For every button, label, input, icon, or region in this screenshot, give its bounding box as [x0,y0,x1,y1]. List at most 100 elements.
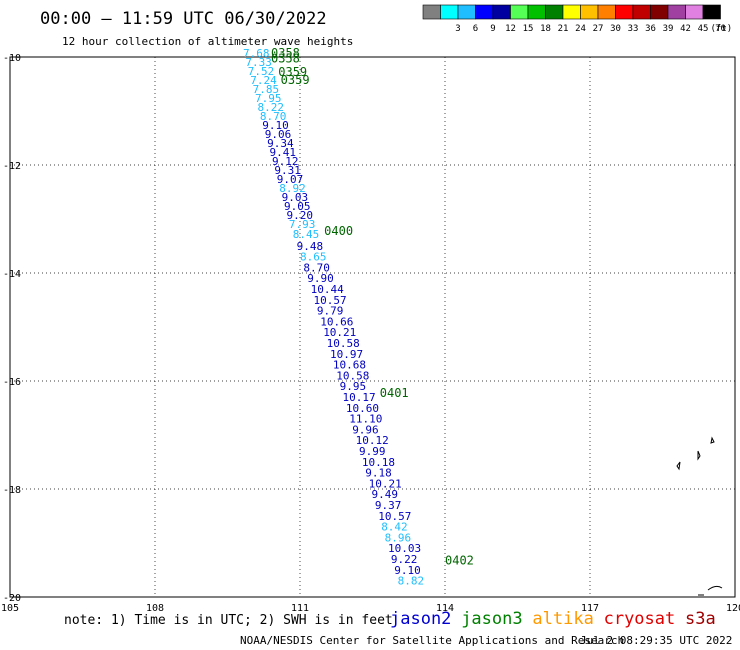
legend-tick-label: 9 [490,24,495,34]
lat-tick-label: -12 [3,161,21,172]
footer-note: note: 1) Time is in UTC; 2) SWH is in fe… [64,613,393,628]
swh-value: 7.33 [245,56,272,69]
satellite-label: altika [532,609,593,629]
swh-value: 9.18 [365,467,392,480]
swh-value: 7.85 [253,83,280,96]
legend-tick-label: 12 [505,24,516,34]
swh-value: 9.95 [340,380,367,393]
legend-swatch [510,4,529,20]
time-label: 0359 [281,73,310,87]
swh-value: 8.92 [279,182,306,195]
legend-unit: (ft) [711,24,733,34]
legend-tick-label: 3 [455,24,460,34]
page-subtitle: 12 hour collection of altimeter wave hei… [62,35,353,48]
swh-value: 10.12 [356,434,389,447]
swh-value: 7.68 [243,47,270,60]
swh-value: 9.06 [265,128,292,141]
swh-value: 10.18 [362,456,395,469]
timestamp: Jul 2 08:29:35 UTC 2022 [580,634,732,647]
swh-value: 7.93 [289,218,316,231]
lat-tick-label: -16 [3,377,21,388]
swh-value: 10.57 [314,294,347,307]
legend-tick-label: 33 [628,24,639,34]
legend-tick-label: 15 [523,24,534,34]
legend-swatch [685,4,704,20]
swh-value: 9.96 [352,423,379,436]
swh-value: 9.07 [277,173,304,186]
swh-value: 8.22 [257,101,284,114]
legend-tick-label: 42 [680,24,691,34]
satellite-label: s3a [685,609,716,629]
legend-swatch [475,4,494,20]
page-title: 00:00 — 11:59 UTC 06/30/2022 [40,9,327,29]
swh-value: 8.65 [300,251,327,264]
swh-value: 9.79 [317,305,344,318]
time-label: 0401 [380,386,409,400]
legend-swatch [667,4,686,20]
swh-value: 10.17 [343,391,376,404]
legend-tick-label: 18 [540,24,551,34]
legend-swatch [562,4,581,20]
legend-swatch [457,4,476,20]
legend-tick-label: 27 [593,24,604,34]
satellite-label: jason3 [461,609,522,629]
swh-value: 8.45 [293,228,320,241]
legend-tick-label: 21 [558,24,569,34]
island-shape [697,450,701,461]
swh-value: 9.90 [307,272,334,285]
legend-swatch [615,4,634,20]
time-label: 0402 [445,554,474,568]
legend-swatch [580,4,599,20]
time-label: 0400 [324,224,353,238]
legend-swatch [632,4,651,20]
lon-tick-label: 117 [581,603,599,614]
swh-value: 7.52 [248,65,274,78]
lat-tick-label: -20 [3,593,21,604]
legend-swatch [650,4,669,20]
satellite-label: jason2 [390,609,451,629]
lon-tick-label: 114 [436,603,454,614]
swh-value: 9.99 [359,445,386,458]
legend-swatch [545,4,564,20]
lon-tick-label: 120 [726,603,740,614]
map-gridlines [10,57,735,597]
swh-value: 8.42 [381,521,408,534]
swh-value: 10.57 [378,510,411,523]
swh-value: 10.58 [327,337,360,350]
swh-value: 10.68 [333,359,366,372]
map-axis-labels: 105 108 111 114 117 120 -10 -12 -14 -16 -18 -20 [1,53,740,614]
map-frame [9,56,736,598]
legend-tick-label: 45 [698,24,709,34]
swh-value: 9.22 [391,553,418,566]
lat-tick-label: -14 [3,269,21,280]
swh-value: 10.60 [346,402,379,415]
swh-value: 9.49 [372,488,399,501]
swh-value: 10.66 [320,315,353,328]
satellite-legend: jason2 jason3 altika cryosat s3a [390,609,716,629]
swh-value: 10.44 [311,283,344,296]
swh-value: 9.31 [274,164,301,177]
swh-value: 10.97 [330,348,363,361]
swh-value: 8.96 [385,531,412,544]
legend-swatch [492,4,511,20]
lat-tick-label: -10 [3,53,21,64]
legend-swatch [440,4,459,20]
swh-value: 9.48 [297,240,324,253]
legend-tick-label: 70 [715,24,726,34]
swh-value: 9.10 [262,119,289,132]
swh-track: 7.687.337.527.247.857.958.228.709.109.06… [243,47,424,588]
lon-tick-label: 111 [291,603,309,614]
swh-value: 9.37 [375,499,402,512]
island-shape [710,436,715,444]
swh-value: 9.41 [270,146,297,159]
legend-tick-label: 24 [575,24,586,34]
credit-text: NOAA/NESDIS Center for Satellite Applica… [240,634,624,647]
island-dots [676,436,723,596]
coastline-shape [707,585,723,591]
legend-swatch [422,4,441,20]
lat-tick-label: -18 [3,485,21,496]
legend-tick-label: 39 [663,24,674,34]
swh-value: 9.03 [282,191,309,204]
